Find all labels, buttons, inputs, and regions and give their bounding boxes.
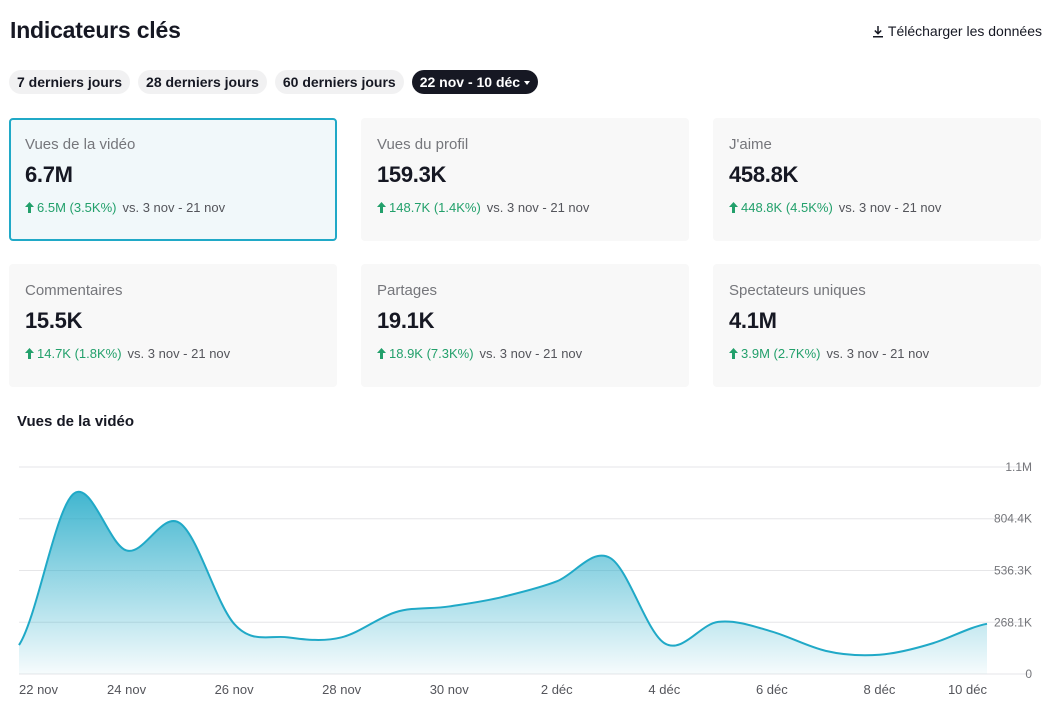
x-tick-label: 4 déc <box>648 682 680 697</box>
arrow-up-icon <box>729 348 738 359</box>
download-icon <box>872 25 883 38</box>
x-tick-label: 24 nov <box>107 682 147 697</box>
metric-value: 458.8K <box>729 162 799 187</box>
metric-label: Vues du profil <box>377 136 469 153</box>
metric-delta: 18.9K (7.3K%) vs. 3 nov - 21 nov <box>377 346 673 361</box>
metric-value: 19.1K <box>377 308 435 333</box>
chart-title: Vues de la vidéo <box>17 413 134 430</box>
range-chip-7-days[interactable]: 7 derniers jours <box>9 70 131 94</box>
series-line <box>18 490 988 657</box>
metric-change: 6.5M (3.5K%) <box>37 200 117 215</box>
x-tick-label: 8 déc <box>864 682 896 697</box>
x-tick-label: 28 nov <box>322 682 362 697</box>
metric-change: 148.7K (1.4K%) <box>389 200 481 215</box>
metric-card-comments[interactable]: Commentaires 15.5K 14.7K (1.8K%) vs. 3 n… <box>9 264 337 387</box>
metric-comparison: vs. 3 nov - 21 nov <box>122 200 226 215</box>
metric-change: 3.9M (2.7K%) <box>741 346 821 361</box>
metric-comparison: vs. 3 nov - 21 nov <box>838 200 942 215</box>
metric-card-likes[interactable]: J'aime 458.8K 448.8K (4.5K%) vs. 3 nov -… <box>713 118 1041 241</box>
x-tick-label: 2 déc <box>541 682 573 697</box>
metric-change: 18.9K (7.3K%) <box>389 346 474 361</box>
date-range-selector: 7 derniers jours 28 derniers jours 60 de… <box>9 70 539 94</box>
y-tick-label: 0 <box>1025 667 1032 681</box>
metric-label: Commentaires <box>25 282 123 299</box>
x-tick-label: 30 nov <box>430 682 470 697</box>
metric-card-shares[interactable]: Partages 19.1K 18.9K (7.3K%) vs. 3 nov -… <box>361 264 689 387</box>
y-tick-label: 1.1M <box>1005 460 1032 474</box>
metric-comparison: vs. 3 nov - 21 nov <box>479 346 583 361</box>
metric-comparison: vs. 3 nov - 21 nov <box>127 346 231 361</box>
metric-card-profile-views[interactable]: Vues du profil 159.3K 148.7K (1.4K%) vs.… <box>361 118 689 241</box>
metric-delta: 14.7K (1.8K%) vs. 3 nov - 21 nov <box>25 346 321 361</box>
range-chip-custom-label: 22 nov - 10 déc <box>419 74 521 90</box>
metric-change: 14.7K (1.8K%) <box>37 346 122 361</box>
metric-value: 6.7M <box>25 162 73 187</box>
metric-delta: 3.9M (2.7K%) vs. 3 nov - 21 nov <box>729 346 1025 361</box>
x-tick-label: 22 nov <box>19 682 59 697</box>
x-tick-label: 26 nov <box>215 682 255 697</box>
arrow-up-icon <box>25 348 34 359</box>
y-tick-label: 536.3K <box>994 563 1032 577</box>
metric-delta: 6.5M (3.5K%) vs. 3 nov - 21 nov <box>25 200 321 215</box>
metric-value: 4.1M <box>729 308 777 333</box>
metric-card-video-views[interactable]: Vues de la vidéo 6.7M 6.5M (3.5K%) vs. 3… <box>9 118 337 241</box>
arrow-up-icon <box>729 202 738 213</box>
download-label: Télécharger les données <box>887 23 1042 39</box>
metric-label: Spectateurs uniques <box>729 282 866 299</box>
metric-delta: 448.8K (4.5K%) vs. 3 nov - 21 nov <box>729 200 1025 215</box>
metric-card-unique-viewers[interactable]: Spectateurs uniques 4.1M 3.9M (2.7K%) vs… <box>713 264 1041 387</box>
arrow-up-icon <box>377 348 386 359</box>
y-tick-label: 804.4K <box>994 512 1032 526</box>
metric-change: 448.8K (4.5K%) <box>741 200 833 215</box>
caret-down-icon <box>524 80 531 85</box>
metric-label: Partages <box>377 282 438 299</box>
x-tick-label: 10 déc <box>948 682 988 697</box>
metric-comparison: vs. 3 nov - 21 nov <box>826 346 930 361</box>
series-area <box>19 491 987 674</box>
range-chip-60-days[interactable]: 60 derniers jours <box>274 70 404 94</box>
metric-value: 15.5K <box>25 308 83 333</box>
y-tick-label: 268.1K <box>994 615 1032 629</box>
metric-comparison: vs. 3 nov - 21 nov <box>486 200 590 215</box>
video-views-chart[interactable]: 0 268.1K 536.3K 804.4K 1.1M 22 nov 24 nov 26 n… <box>0 440 1053 705</box>
download-data-link[interactable]: Télécharger les données <box>872 23 1042 39</box>
range-chip-custom[interactable]: 22 nov - 10 déc <box>411 70 539 94</box>
arrow-up-icon <box>377 202 386 213</box>
metric-delta: 148.7K (1.4K%) vs. 3 nov - 21 nov <box>377 200 673 215</box>
metric-label: Vues de la vidéo <box>25 136 136 153</box>
metric-label: J'aime <box>729 136 772 153</box>
page-title: Indicateurs clés <box>10 17 181 43</box>
range-chip-28-days[interactable]: 28 derniers jours <box>138 70 267 94</box>
arrow-up-icon <box>25 202 34 213</box>
metric-value: 159.3K <box>377 162 447 187</box>
x-tick-label: 6 déc <box>756 682 788 697</box>
